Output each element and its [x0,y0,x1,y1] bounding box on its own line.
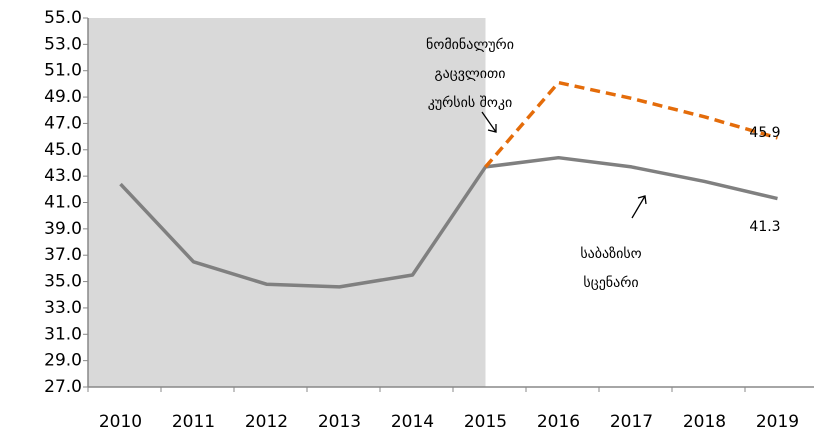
y-tick-label: 49.0 [44,87,82,107]
x-tick-label: 2019 [756,412,799,432]
annotation-arrow [631,195,647,219]
y-tick-label: 35.0 [44,272,82,292]
y-tick-label: 41.0 [44,193,82,213]
y-tick-label: 33.0 [44,298,82,318]
y-tick-label: 53.0 [44,34,82,54]
x-tick-label: 2016 [537,412,580,432]
x-tick-label: 2010 [99,412,142,432]
y-tick-label: 47.0 [44,113,82,133]
annotation: ნომინალური [426,36,514,53]
y-tick-label: 27.0 [44,377,82,397]
x-tick-label: 2015 [464,412,507,432]
data-label: 45.9 [749,125,780,141]
annotation: საბაზისო [580,246,641,262]
y-tick-label: 43.0 [44,166,82,186]
series-line [484,80,778,169]
x-tick-label: 2013 [318,412,361,432]
y-tick-label: 31.0 [44,324,82,344]
x-tick-label: 2017 [610,412,653,432]
annotation: კურსის შოკი [428,94,513,111]
history-shade [88,18,486,387]
y-tick-label: 29.0 [44,351,82,371]
data-label: 41.3 [749,219,780,235]
y-tick-label: 37.0 [44,245,82,265]
y-tick-label: 45.0 [44,140,82,160]
annotation: სცენარი [583,274,638,291]
annotation-arrow [481,111,497,133]
y-tick-label: 55.0 [44,8,82,28]
x-tick-label: 2018 [683,412,726,432]
annotation: გაცვლითი [434,66,505,82]
series-line [119,155,778,289]
x-tick-label: 2012 [245,412,288,432]
x-tick-label: 2014 [391,412,434,432]
y-tick-label: 51.0 [44,61,82,81]
x-tick-label: 2011 [172,412,215,432]
y-tick-label: 39.0 [44,219,82,239]
